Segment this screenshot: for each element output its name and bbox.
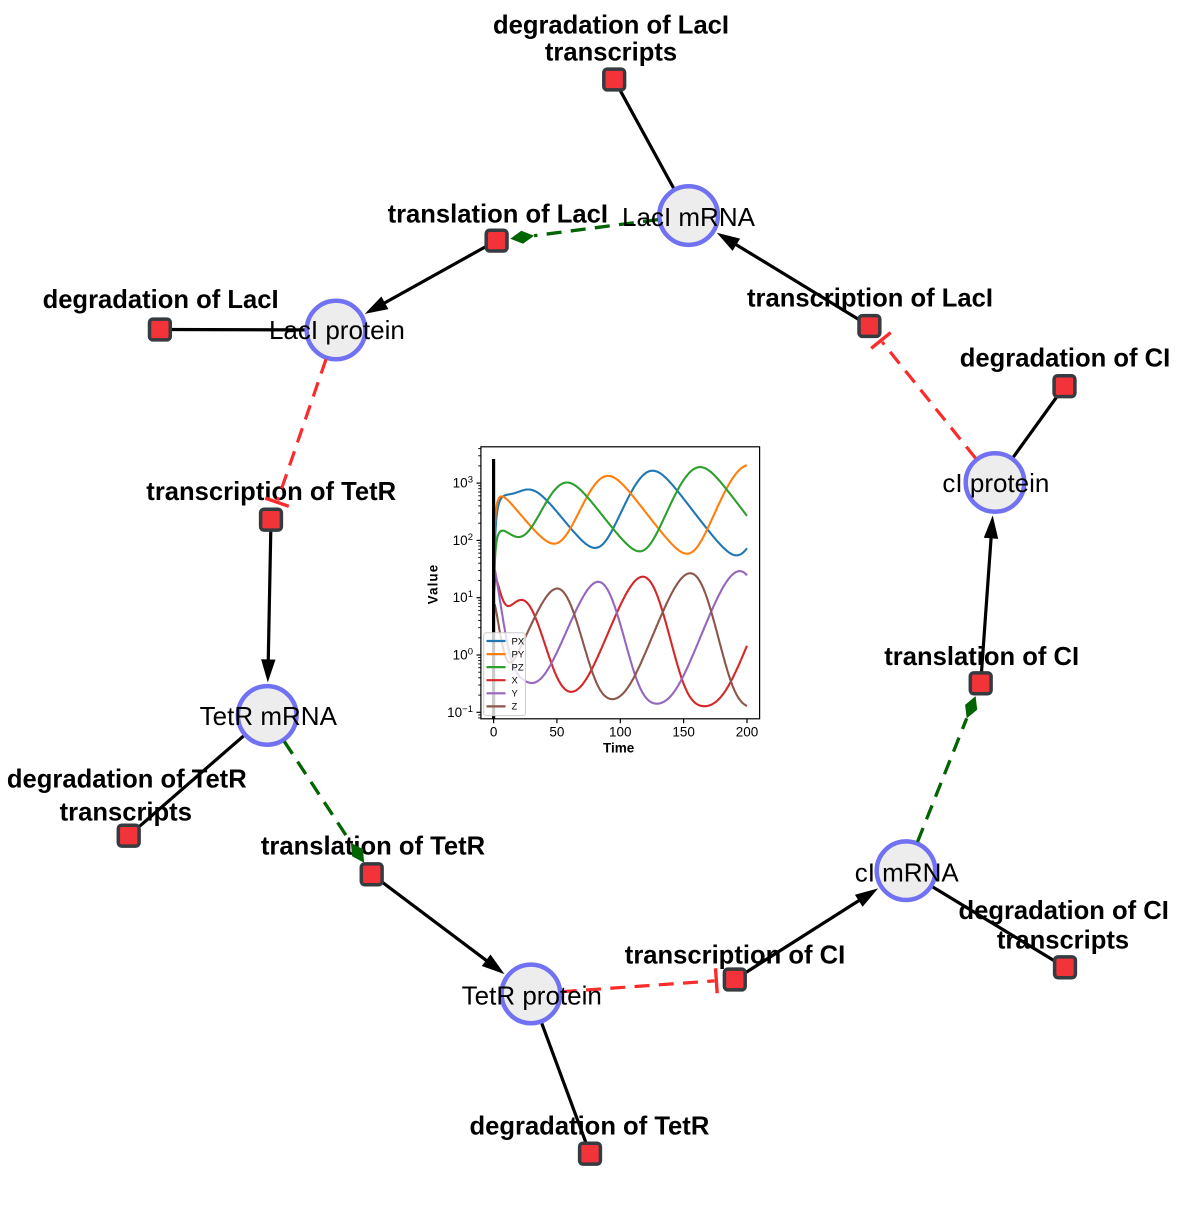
svg-text:50: 50 (549, 725, 564, 740)
svg-text:0: 0 (490, 725, 498, 740)
svg-text:Time: Time (603, 741, 635, 756)
svg-text:transcripts: transcripts (60, 799, 192, 827)
svg-text:cI mRNA: cI mRNA (855, 858, 960, 888)
svg-text:LacI protein: LacI protein (269, 315, 405, 345)
svg-text:PX: PX (512, 636, 525, 647)
svg-text:X: X (512, 676, 519, 687)
svg-text:transcription of CI: transcription of CI (625, 942, 845, 970)
svg-text:translation of TetR: translation of TetR (261, 833, 485, 861)
svg-text:transcription of LacI: transcription of LacI (747, 284, 993, 312)
svg-text:transcripts: transcripts (997, 926, 1129, 954)
svg-text:degradation of TetR: degradation of TetR (469, 1113, 709, 1141)
svg-text:LacI mRNA: LacI mRNA (622, 202, 756, 232)
svg-text:Z: Z (512, 702, 518, 713)
svg-text:Y: Y (512, 689, 519, 700)
svg-text:translation of CI: translation of CI (884, 643, 1079, 671)
svg-text:200: 200 (736, 725, 759, 740)
svg-text:cI protein: cI protein (942, 468, 1049, 498)
svg-text:transcripts: transcripts (545, 39, 677, 67)
svg-text:PY: PY (512, 649, 525, 660)
svg-text:TetR mRNA: TetR mRNA (200, 701, 338, 731)
svg-text:degradation of LacI: degradation of LacI (43, 286, 279, 314)
svg-text:Value: Value (425, 564, 440, 605)
svg-text:PZ: PZ (512, 662, 524, 673)
svg-text:degradation of CI: degradation of CI (958, 897, 1168, 925)
svg-text:degradation of TetR: degradation of TetR (7, 765, 247, 793)
svg-text:TetR protein: TetR protein (462, 981, 602, 1011)
svg-text:100: 100 (609, 725, 632, 740)
svg-text:degradation of LacI: degradation of LacI (493, 11, 729, 39)
svg-text:150: 150 (672, 725, 695, 740)
svg-text:translation of LacI: translation of LacI (388, 201, 608, 229)
svg-text:degradation of CI: degradation of CI (960, 345, 1170, 373)
